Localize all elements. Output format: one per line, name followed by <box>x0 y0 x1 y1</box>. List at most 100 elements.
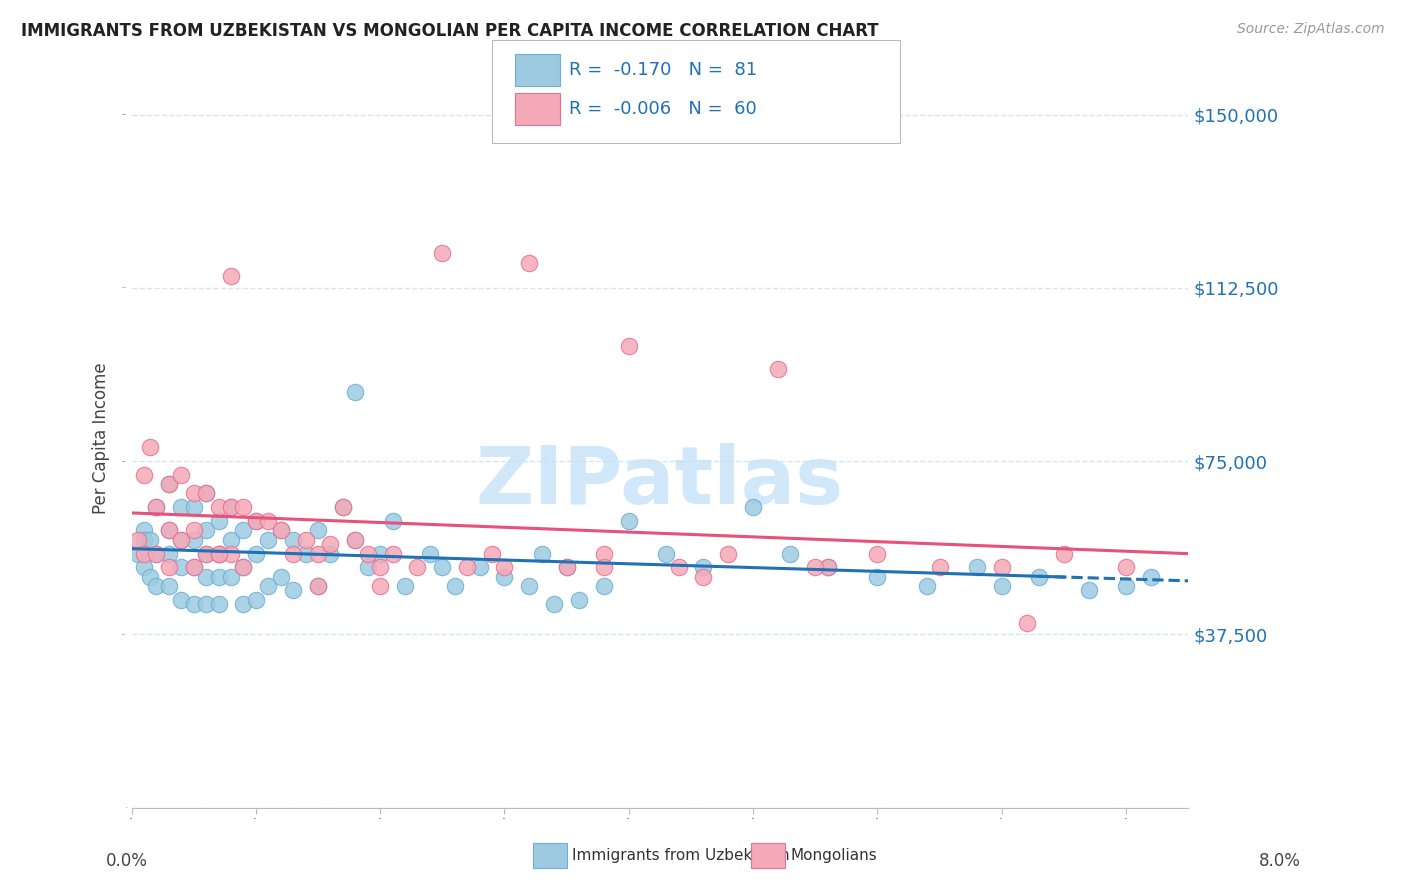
Point <box>817 560 839 574</box>
Point <box>157 547 180 561</box>
Point <box>207 514 229 528</box>
Point <box>456 560 478 574</box>
Point <box>157 579 180 593</box>
Point <box>281 583 304 598</box>
Point <box>432 246 454 260</box>
Point <box>157 524 180 538</box>
Point <box>381 547 404 561</box>
Point <box>368 560 391 574</box>
Point <box>368 547 391 561</box>
Point <box>145 500 167 515</box>
Point <box>543 598 565 612</box>
Point <box>517 255 540 269</box>
Text: ZIPatlas: ZIPatlas <box>475 443 844 522</box>
Point <box>195 598 218 612</box>
Point <box>139 533 162 547</box>
Point <box>915 579 938 593</box>
Point <box>139 569 162 583</box>
Point <box>717 547 740 561</box>
Point <box>219 269 242 284</box>
Point <box>183 486 205 500</box>
Point <box>170 468 193 483</box>
Point <box>517 579 540 593</box>
Point <box>555 560 578 574</box>
Point <box>990 560 1012 574</box>
Point <box>319 547 342 561</box>
Text: Immigrants from Uzbekistan: Immigrants from Uzbekistan <box>572 848 790 863</box>
Point <box>257 579 280 593</box>
Point <box>232 524 254 538</box>
Point <box>766 361 789 376</box>
Point <box>127 547 149 561</box>
Point <box>344 384 367 399</box>
Point <box>406 560 429 574</box>
Point <box>344 533 367 547</box>
Point <box>381 514 404 528</box>
Point <box>195 569 218 583</box>
Point <box>219 533 242 547</box>
Point <box>183 560 205 574</box>
Point <box>270 524 292 538</box>
Point <box>1015 615 1038 630</box>
Point <box>183 524 205 538</box>
Point <box>157 524 180 538</box>
Point <box>692 569 714 583</box>
Point <box>232 598 254 612</box>
Point <box>1140 569 1163 583</box>
Point <box>207 547 229 561</box>
Point <box>207 500 229 515</box>
Point <box>170 500 193 515</box>
Point <box>170 560 193 574</box>
Point <box>617 339 640 353</box>
Text: R =  -0.006   N =  60: R = -0.006 N = 60 <box>569 100 758 118</box>
Point <box>866 547 889 561</box>
Point <box>804 560 827 574</box>
Text: IMMIGRANTS FROM UZBEKISTAN VS MONGOLIAN PER CAPITA INCOME CORRELATION CHART: IMMIGRANTS FROM UZBEKISTAN VS MONGOLIAN … <box>21 22 879 40</box>
Point <box>183 560 205 574</box>
Point <box>319 537 342 551</box>
Point <box>966 560 988 574</box>
Point <box>593 579 616 593</box>
Point <box>145 500 167 515</box>
Point <box>1115 560 1137 574</box>
Point <box>207 598 229 612</box>
Point <box>593 547 616 561</box>
Point <box>307 524 329 538</box>
Point <box>219 547 242 561</box>
Point <box>219 569 242 583</box>
Point <box>779 547 801 561</box>
Point <box>668 560 690 574</box>
Point <box>742 500 765 515</box>
Point <box>593 560 616 574</box>
Text: R =  -0.170   N =  81: R = -0.170 N = 81 <box>569 61 758 78</box>
Point <box>294 533 316 547</box>
Point <box>357 547 380 561</box>
Point <box>232 500 254 515</box>
Point <box>219 500 242 515</box>
Text: Mongolians: Mongolians <box>790 848 877 863</box>
Y-axis label: Per Capita Income: Per Capita Income <box>93 362 110 514</box>
Point <box>245 514 267 528</box>
Point <box>132 547 155 561</box>
Point <box>170 533 193 547</box>
Point <box>481 547 503 561</box>
Point <box>195 547 218 561</box>
Point <box>195 486 218 500</box>
Point <box>494 560 516 574</box>
Point <box>132 468 155 483</box>
Point <box>555 560 578 574</box>
Point <box>257 514 280 528</box>
Text: Source: ZipAtlas.com: Source: ZipAtlas.com <box>1237 22 1385 37</box>
Point <box>132 560 155 574</box>
Point <box>170 533 193 547</box>
Point <box>357 560 380 574</box>
Point <box>145 579 167 593</box>
Point <box>530 547 553 561</box>
Point <box>307 579 329 593</box>
Point <box>183 500 205 515</box>
Point <box>132 524 155 538</box>
Point <box>270 569 292 583</box>
Point <box>281 547 304 561</box>
Point <box>617 514 640 528</box>
Text: 0.0%: 0.0% <box>105 852 148 870</box>
